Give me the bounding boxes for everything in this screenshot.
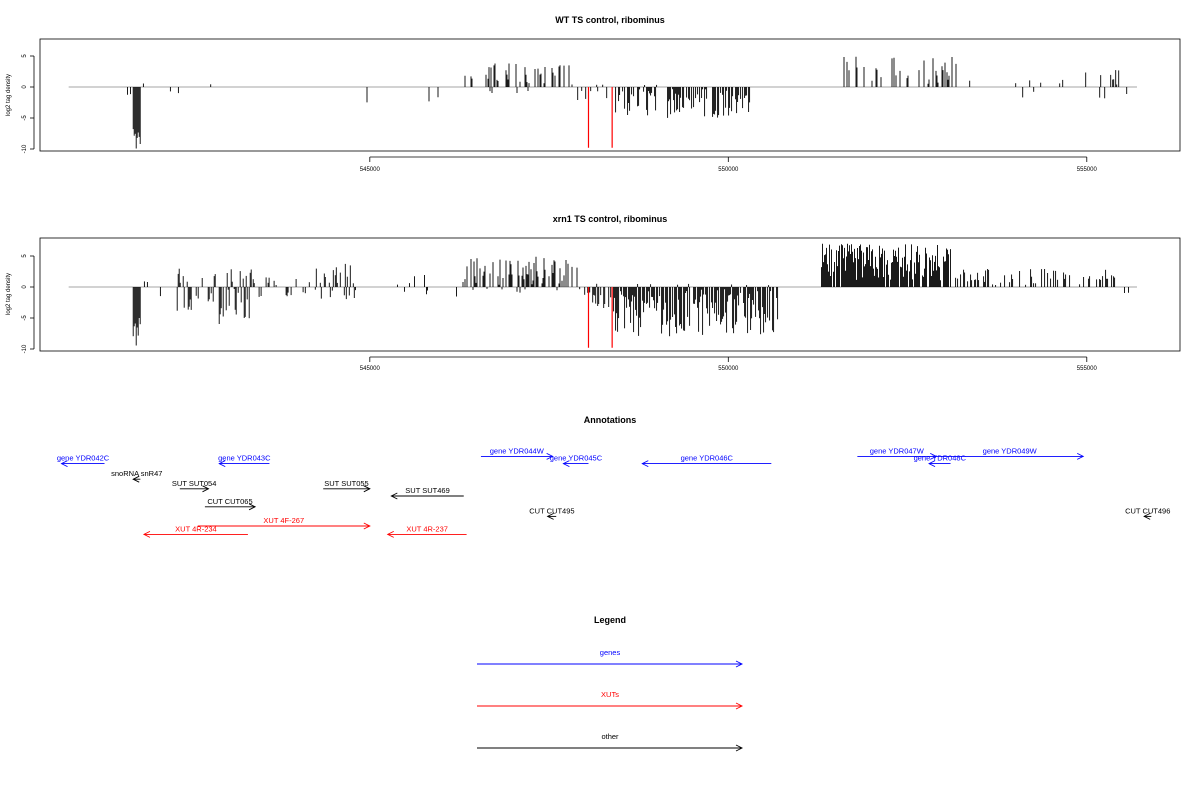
annotation-label: gene YDR042C <box>57 454 110 463</box>
legend-label: other <box>601 732 619 741</box>
annotation-label: snoRNA snR47 <box>111 469 162 478</box>
arrow-head <box>562 460 570 468</box>
arrow-head <box>1143 512 1151 520</box>
y-tick-label: -10 <box>22 344 28 353</box>
legend: Legend genes XUTs other <box>477 615 744 752</box>
annotation-feature: CUT CUT496 <box>1125 506 1170 520</box>
annotation-feature: SUT SUT055 <box>323 479 371 493</box>
y-axis: -10 -5 0 5 <box>22 254 35 353</box>
legend-label: genes <box>600 648 621 657</box>
annotation-feature: SUT SUT054 <box>172 479 216 493</box>
y-axis-label: log2 tag density <box>6 74 12 116</box>
annotation-feature: SUT SUT469 <box>390 486 464 500</box>
annotation-feature: gene YDR043C <box>218 454 271 468</box>
panel-wt-ts-control: WT TS control, ribominus log2 tag densit… <box>6 15 1181 173</box>
plot-frame <box>39 38 1181 152</box>
panel-xrn1-ts-control: xrn1 TS control, ribominus log2 tag dens… <box>6 214 1181 372</box>
annotations-panel: Annotations gene YDR042C gene YDR043Cgene… <box>57 415 1170 538</box>
arrow-head <box>142 530 151 538</box>
arrow-head <box>546 512 554 520</box>
annotation-label: gene YDR047W <box>870 446 925 455</box>
x-axis: 545000 550000 555000 <box>360 156 1098 173</box>
x-tick-label: 545000 <box>360 366 381 372</box>
y-axis-label: log2 tag density <box>6 273 12 315</box>
arrow-head <box>218 460 226 468</box>
y-tick-label: -10 <box>22 144 28 153</box>
annotation-label: XUT 4F-267 <box>263 516 304 525</box>
arrow-head <box>735 660 744 668</box>
annotations-title: Annotations <box>584 415 637 425</box>
x-tick-label: 545000 <box>360 167 381 173</box>
annotation-items: gene YDR042C gene YDR043C gene YDR044W gene… <box>57 446 1170 538</box>
arrow-head <box>390 492 398 500</box>
plot-frame <box>39 237 1181 352</box>
arrow-head <box>363 485 371 493</box>
arrow-head <box>132 475 140 483</box>
x-tick-label: 555000 <box>1077 167 1098 173</box>
annotation-label: gene YDR048C <box>914 454 967 463</box>
legend-item-xuts: XUTs <box>477 690 744 710</box>
arrow-head <box>202 485 210 493</box>
x-tick-label: 555000 <box>1077 366 1098 372</box>
arrow-head <box>386 530 394 538</box>
annotation-feature: gene YDR049W <box>936 446 1085 460</box>
y-tick-label: -5 <box>22 315 28 321</box>
annotation-label: CUT CUT496 <box>1125 506 1170 515</box>
annotation-label: SUT SUT054 <box>172 479 216 488</box>
y-tick-label: 5 <box>22 54 28 58</box>
annotation-feature: gene YDR048C <box>914 454 967 468</box>
y-tick-label: 5 <box>22 254 28 258</box>
annotation-feature: XUT 4F-267 <box>197 516 371 530</box>
annotation-label: gene YDR043C <box>218 454 271 463</box>
annotation-feature: snoRNA snR47 <box>111 469 162 483</box>
annotation-feature: gene YDR045C <box>550 454 603 468</box>
annotation-feature: CUT CUT065 <box>204 497 257 511</box>
annotation-feature: gene YDR044W <box>480 446 554 460</box>
legend-label: XUTs <box>601 690 619 699</box>
annotation-label: SUT SUT469 <box>405 486 449 495</box>
legend-items: genes XUTs other <box>477 648 744 752</box>
legend-item-other: other <box>477 732 744 752</box>
arrow-head <box>641 460 649 468</box>
arrow-head <box>735 702 744 710</box>
annotation-label: gene YDR046C <box>681 454 734 463</box>
y-tick-label: 0 <box>22 85 28 89</box>
annotation-feature: gene YDR042C <box>57 454 110 468</box>
annotation-label: XUT 4R-234 <box>175 524 217 533</box>
annotation-feature: gene YDR046C <box>641 454 772 468</box>
data-bars <box>68 243 1137 348</box>
annotation-feature: CUT CUT495 <box>529 506 575 520</box>
annotation-feature: XUT 4R-234 <box>142 524 248 538</box>
arrow-head <box>1077 452 1085 460</box>
panel-title: xrn1 TS control, ribominus <box>553 214 668 224</box>
annotation-label: XUT 4R-237 <box>406 524 448 533</box>
arrow-head <box>735 744 744 752</box>
panel-title: WT TS control, ribominus <box>555 15 665 25</box>
arrow-head <box>546 452 554 460</box>
annotation-feature: XUT 4R-237 <box>386 524 467 538</box>
x-axis: 545000 550000 555000 <box>360 356 1098 372</box>
annotation-label: CUT CUT495 <box>529 506 574 515</box>
data-bars <box>68 56 1137 149</box>
arrow-head <box>248 503 257 511</box>
y-axis: -10 -5 0 5 <box>22 54 35 153</box>
arrow-head <box>928 460 936 468</box>
annotation-label: CUT CUT065 <box>207 497 252 506</box>
y-tick-label: -5 <box>22 115 28 121</box>
x-tick-label: 550000 <box>718 167 739 173</box>
annotation-label: gene YDR045C <box>550 454 603 463</box>
annotation-label: gene YDR044W <box>490 446 545 455</box>
arrow-head <box>60 460 68 468</box>
annotation-label: SUT SUT055 <box>324 479 368 488</box>
legend-title: Legend <box>594 615 626 625</box>
legend-item-genes: genes <box>477 648 744 668</box>
x-tick-label: 550000 <box>718 366 739 372</box>
y-tick-label: 0 <box>22 285 28 289</box>
annotation-label: gene YDR049W <box>983 446 1038 455</box>
arrow-head <box>363 522 371 530</box>
